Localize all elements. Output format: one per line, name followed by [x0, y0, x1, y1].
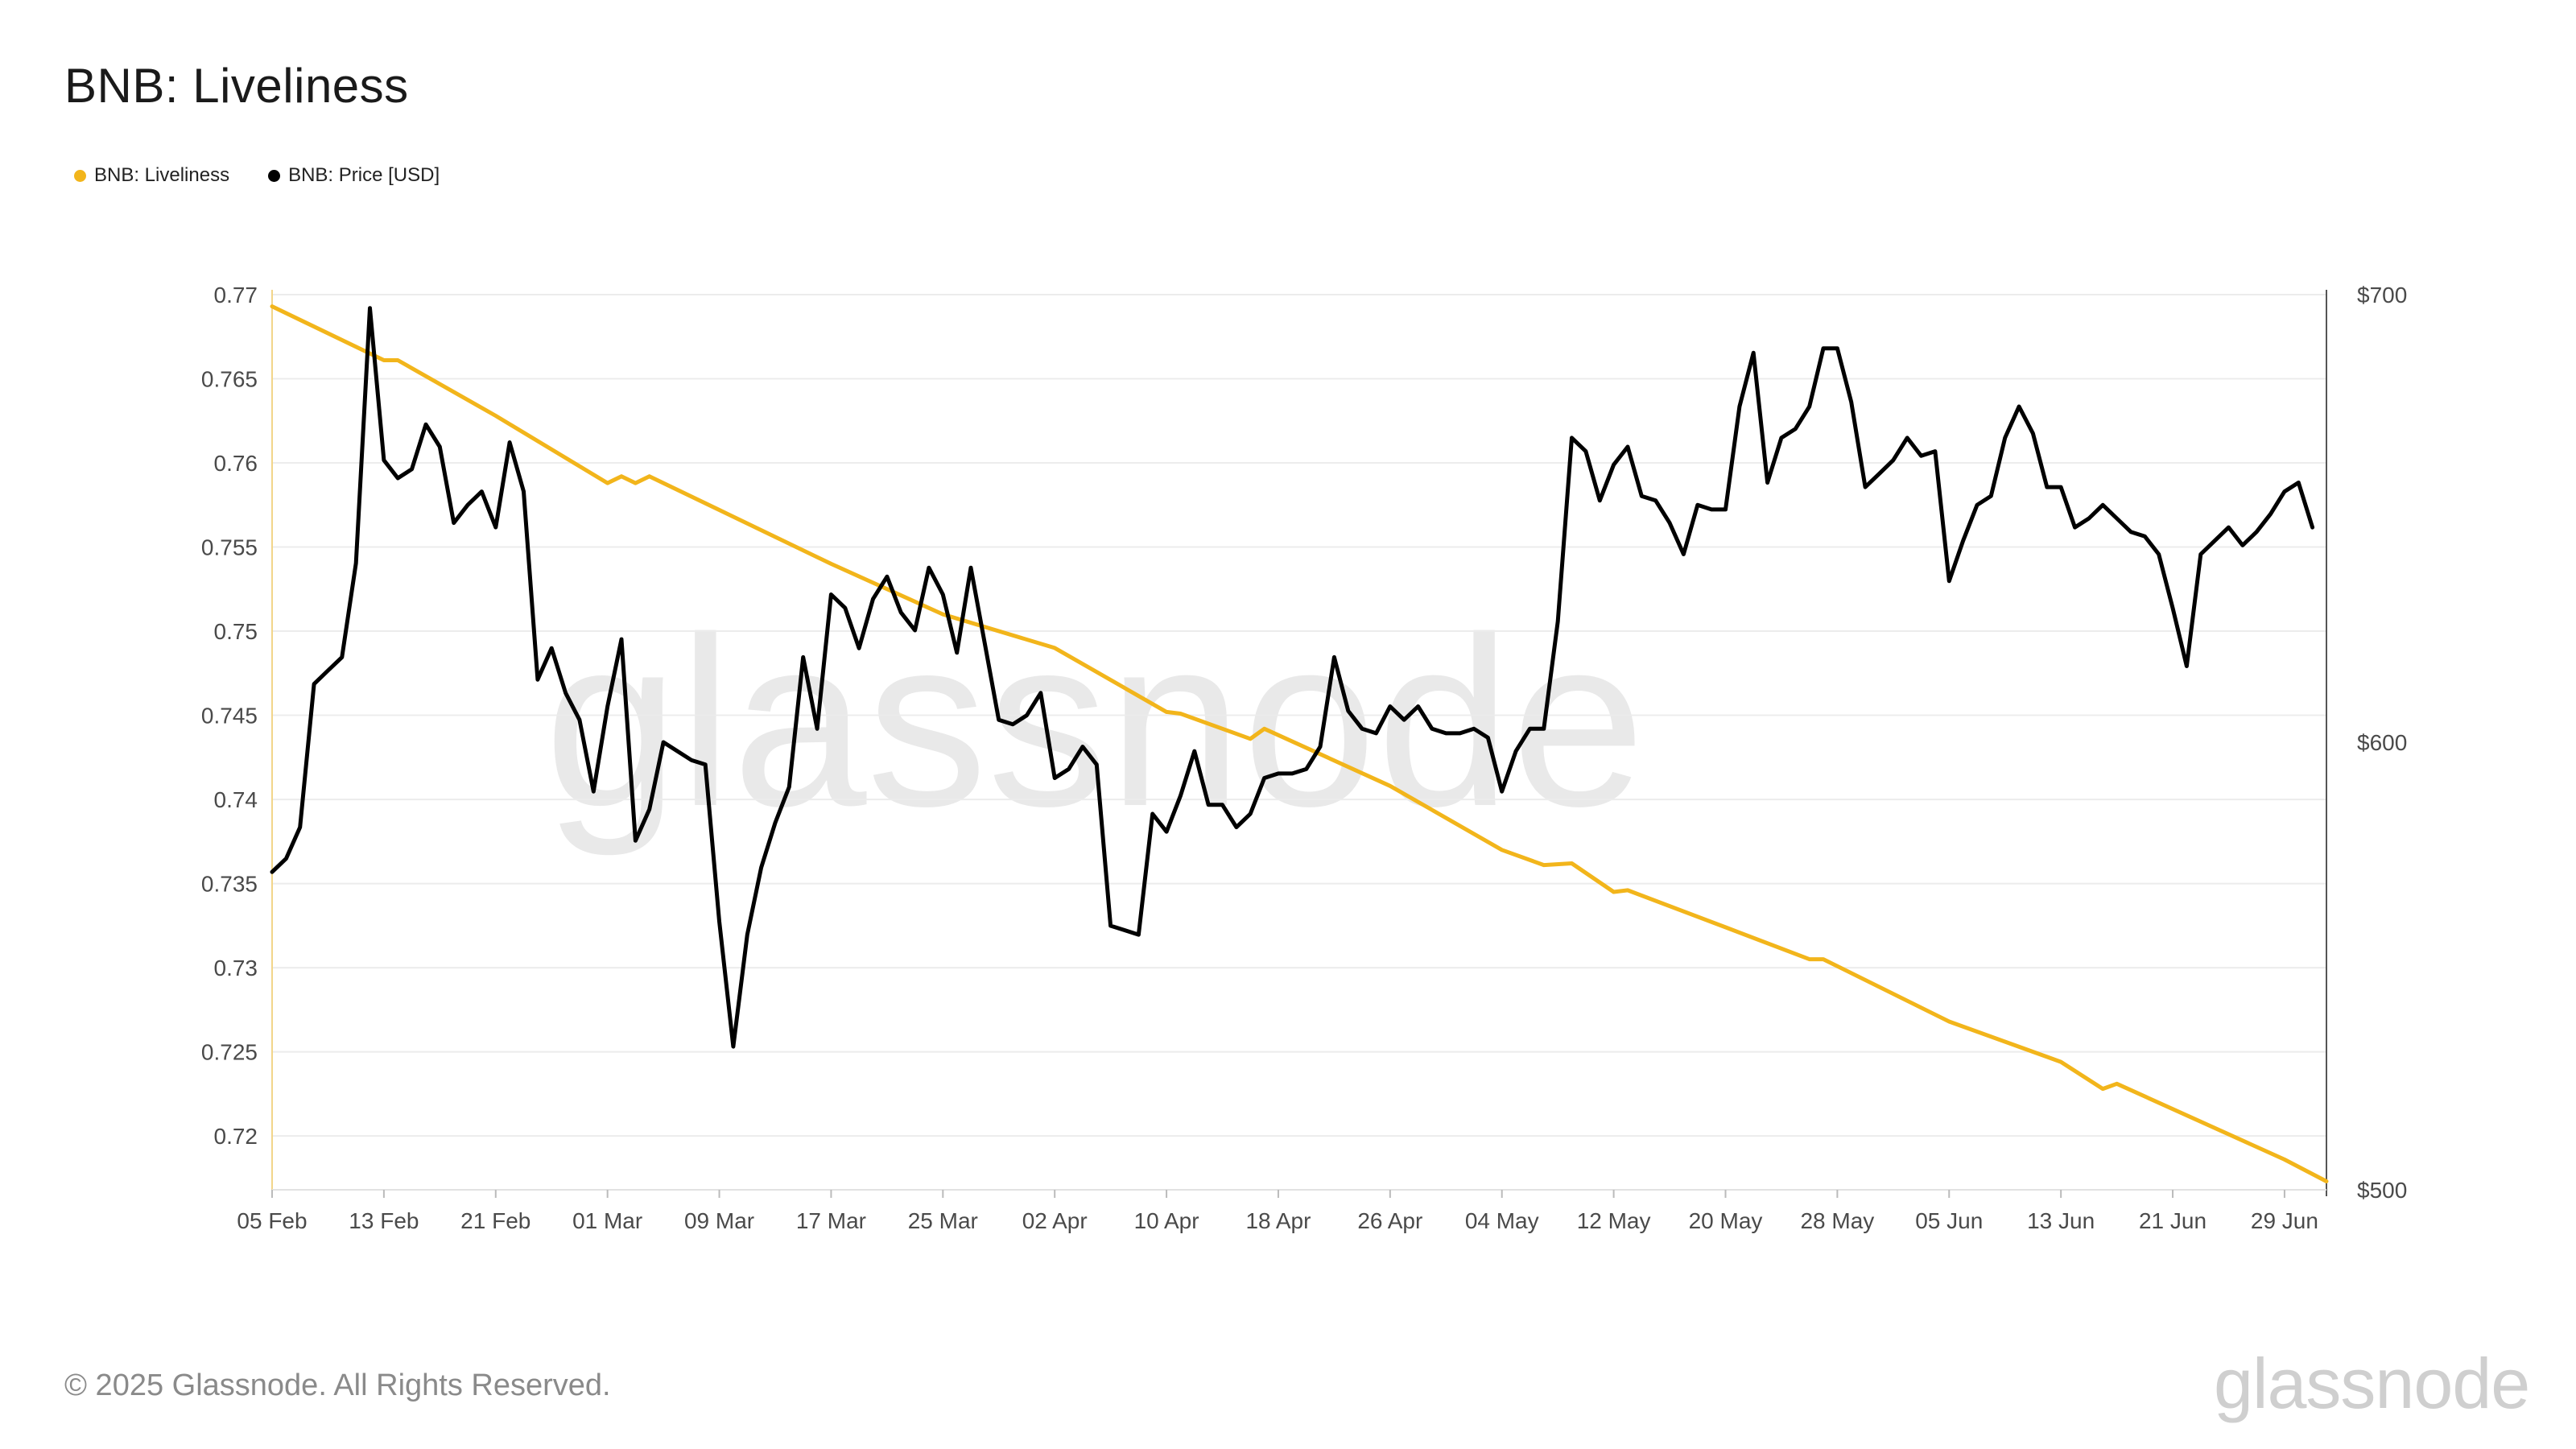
legend-item-price[interactable]: BNB: Price [USD]	[268, 164, 440, 187]
x-tick-label: 21 Feb	[460, 1208, 530, 1233]
legend-dot-price	[268, 169, 281, 182]
y-left-tick-label: 0.745	[201, 704, 258, 729]
chart-title: BNB: Liveliness	[64, 59, 409, 113]
series-layer	[270, 304, 2329, 1183]
legend-dot-liveliness	[74, 169, 86, 182]
x-tick-label: 25 Mar	[908, 1208, 978, 1233]
y-left-tick-label: 0.75	[214, 619, 258, 644]
y-right-tick-label: $500	[2357, 1178, 2407, 1203]
series-line-price	[270, 306, 2315, 1049]
y-left-tick-label: 0.72	[214, 1124, 258, 1149]
x-tick-label: 05 Jun	[1915, 1208, 1983, 1233]
y-left-tick-label: 0.76	[214, 451, 258, 476]
x-tick-label: 13 Jun	[2027, 1208, 2095, 1233]
x-tick-label: 05 Feb	[237, 1208, 307, 1233]
x-tick-label: 17 Mar	[796, 1208, 866, 1233]
x-tick-label: 13 Feb	[349, 1208, 419, 1233]
grid-layer	[272, 294, 2326, 1137]
x-tick-label: 21 Jun	[2139, 1208, 2207, 1233]
y-left-tick-label: 0.725	[201, 1040, 258, 1065]
x-tick-label: 18 Apr	[1245, 1208, 1311, 1233]
chart-legend: BNB: Liveliness BNB: Price [USD]	[74, 164, 440, 187]
x-tick-label: 10 Apr	[1134, 1208, 1199, 1233]
y-left-tick-label: 0.765	[201, 367, 258, 392]
series-line-liveliness	[270, 304, 2329, 1183]
y-left-tick-label: 0.755	[201, 535, 258, 560]
x-tick-label: 09 Mar	[684, 1208, 754, 1233]
glassnode-logo: glassnode	[2214, 1344, 2530, 1423]
x-tick-label: 12 May	[1577, 1208, 1651, 1233]
x-tick-label: 02 Apr	[1022, 1208, 1088, 1233]
legend-label-liveliness: BNB: Liveliness	[94, 164, 230, 186]
y-right-tick-label: $700	[2357, 283, 2407, 308]
y-left-tick-label: 0.77	[214, 283, 258, 308]
x-tick-label: 20 May	[1689, 1208, 1763, 1233]
x-tick-label: 29 Jun	[2251, 1208, 2318, 1233]
x-tick-label: 01 Mar	[572, 1208, 642, 1233]
legend-item-liveliness[interactable]: BNB: Liveliness	[74, 164, 229, 187]
axis-layer: 0.77 0.765 0.76 0.755 0.75 0.745 0.74 0.735 0.73…	[201, 283, 2407, 1233]
copyright-text: © 2025 Glassnode. All Rights Reserved.	[64, 1368, 611, 1402]
y-left-tick-label: 0.74	[214, 787, 258, 812]
y-left-tick-label: 0.735	[201, 872, 258, 897]
x-tick-label: 26 Apr	[1357, 1208, 1422, 1233]
y-left-tick-label: 0.73	[214, 956, 258, 980]
x-tick-label: 28 May	[1800, 1208, 1874, 1233]
x-tick-label: 04 May	[1465, 1208, 1539, 1233]
y-right-tick-label: $600	[2357, 730, 2407, 755]
legend-label-price: BNB: Price [USD]	[288, 164, 440, 186]
